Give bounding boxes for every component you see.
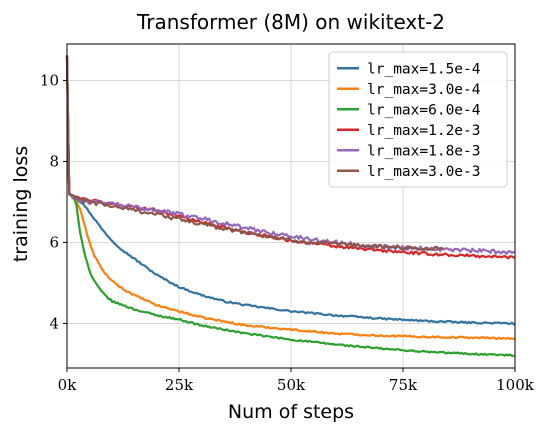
x-axis-label: Num of steps — [228, 401, 354, 423]
series-line-3 — [65, 55, 515, 357]
y-tick-label: 4 — [49, 314, 59, 332]
series-line-6 — [65, 55, 444, 251]
x-tick-label: 0k — [58, 376, 78, 394]
legend-box — [328, 51, 508, 188]
legend-entry-5: lr_max=1.8e-3 — [367, 143, 481, 159]
legend-entry-2: lr_max=3.0e-4 — [367, 82, 481, 98]
legend-entry-4: lr_max=1.2e-3 — [367, 123, 481, 139]
series-layer — [65, 55, 515, 357]
legend-entry-6: lr_max=3.0e-3 — [367, 164, 481, 180]
x-axis-ticks: 0k 25k 50k 75k 100k — [58, 368, 535, 394]
y-tick-label: 10 — [40, 71, 59, 89]
series-line-1 — [65, 55, 515, 326]
legend-entry-3: lr_max=6.0e-4 — [367, 102, 481, 118]
y-tick-label: 8 — [49, 152, 59, 170]
series-line-2 — [65, 55, 515, 341]
x-tick-label: 50k — [277, 376, 306, 394]
x-tick-label: 75k — [389, 376, 418, 394]
x-tick-label: 100k — [496, 376, 535, 394]
legend-entry-1: lr_max=1.5e-4 — [367, 61, 481, 77]
y-axis-label: training loss — [10, 146, 32, 262]
x-tick-label: 25k — [165, 376, 194, 394]
chart-title: Transformer (8M) on wikitext-2 — [136, 10, 445, 34]
y-axis-ticks: 4 6 8 10 — [40, 71, 67, 332]
y-tick-label: 6 — [49, 233, 59, 251]
legend: lr_max=1.5e-4 lr_max=3.0e-4 lr_max=6.0e-4l… — [328, 51, 508, 188]
